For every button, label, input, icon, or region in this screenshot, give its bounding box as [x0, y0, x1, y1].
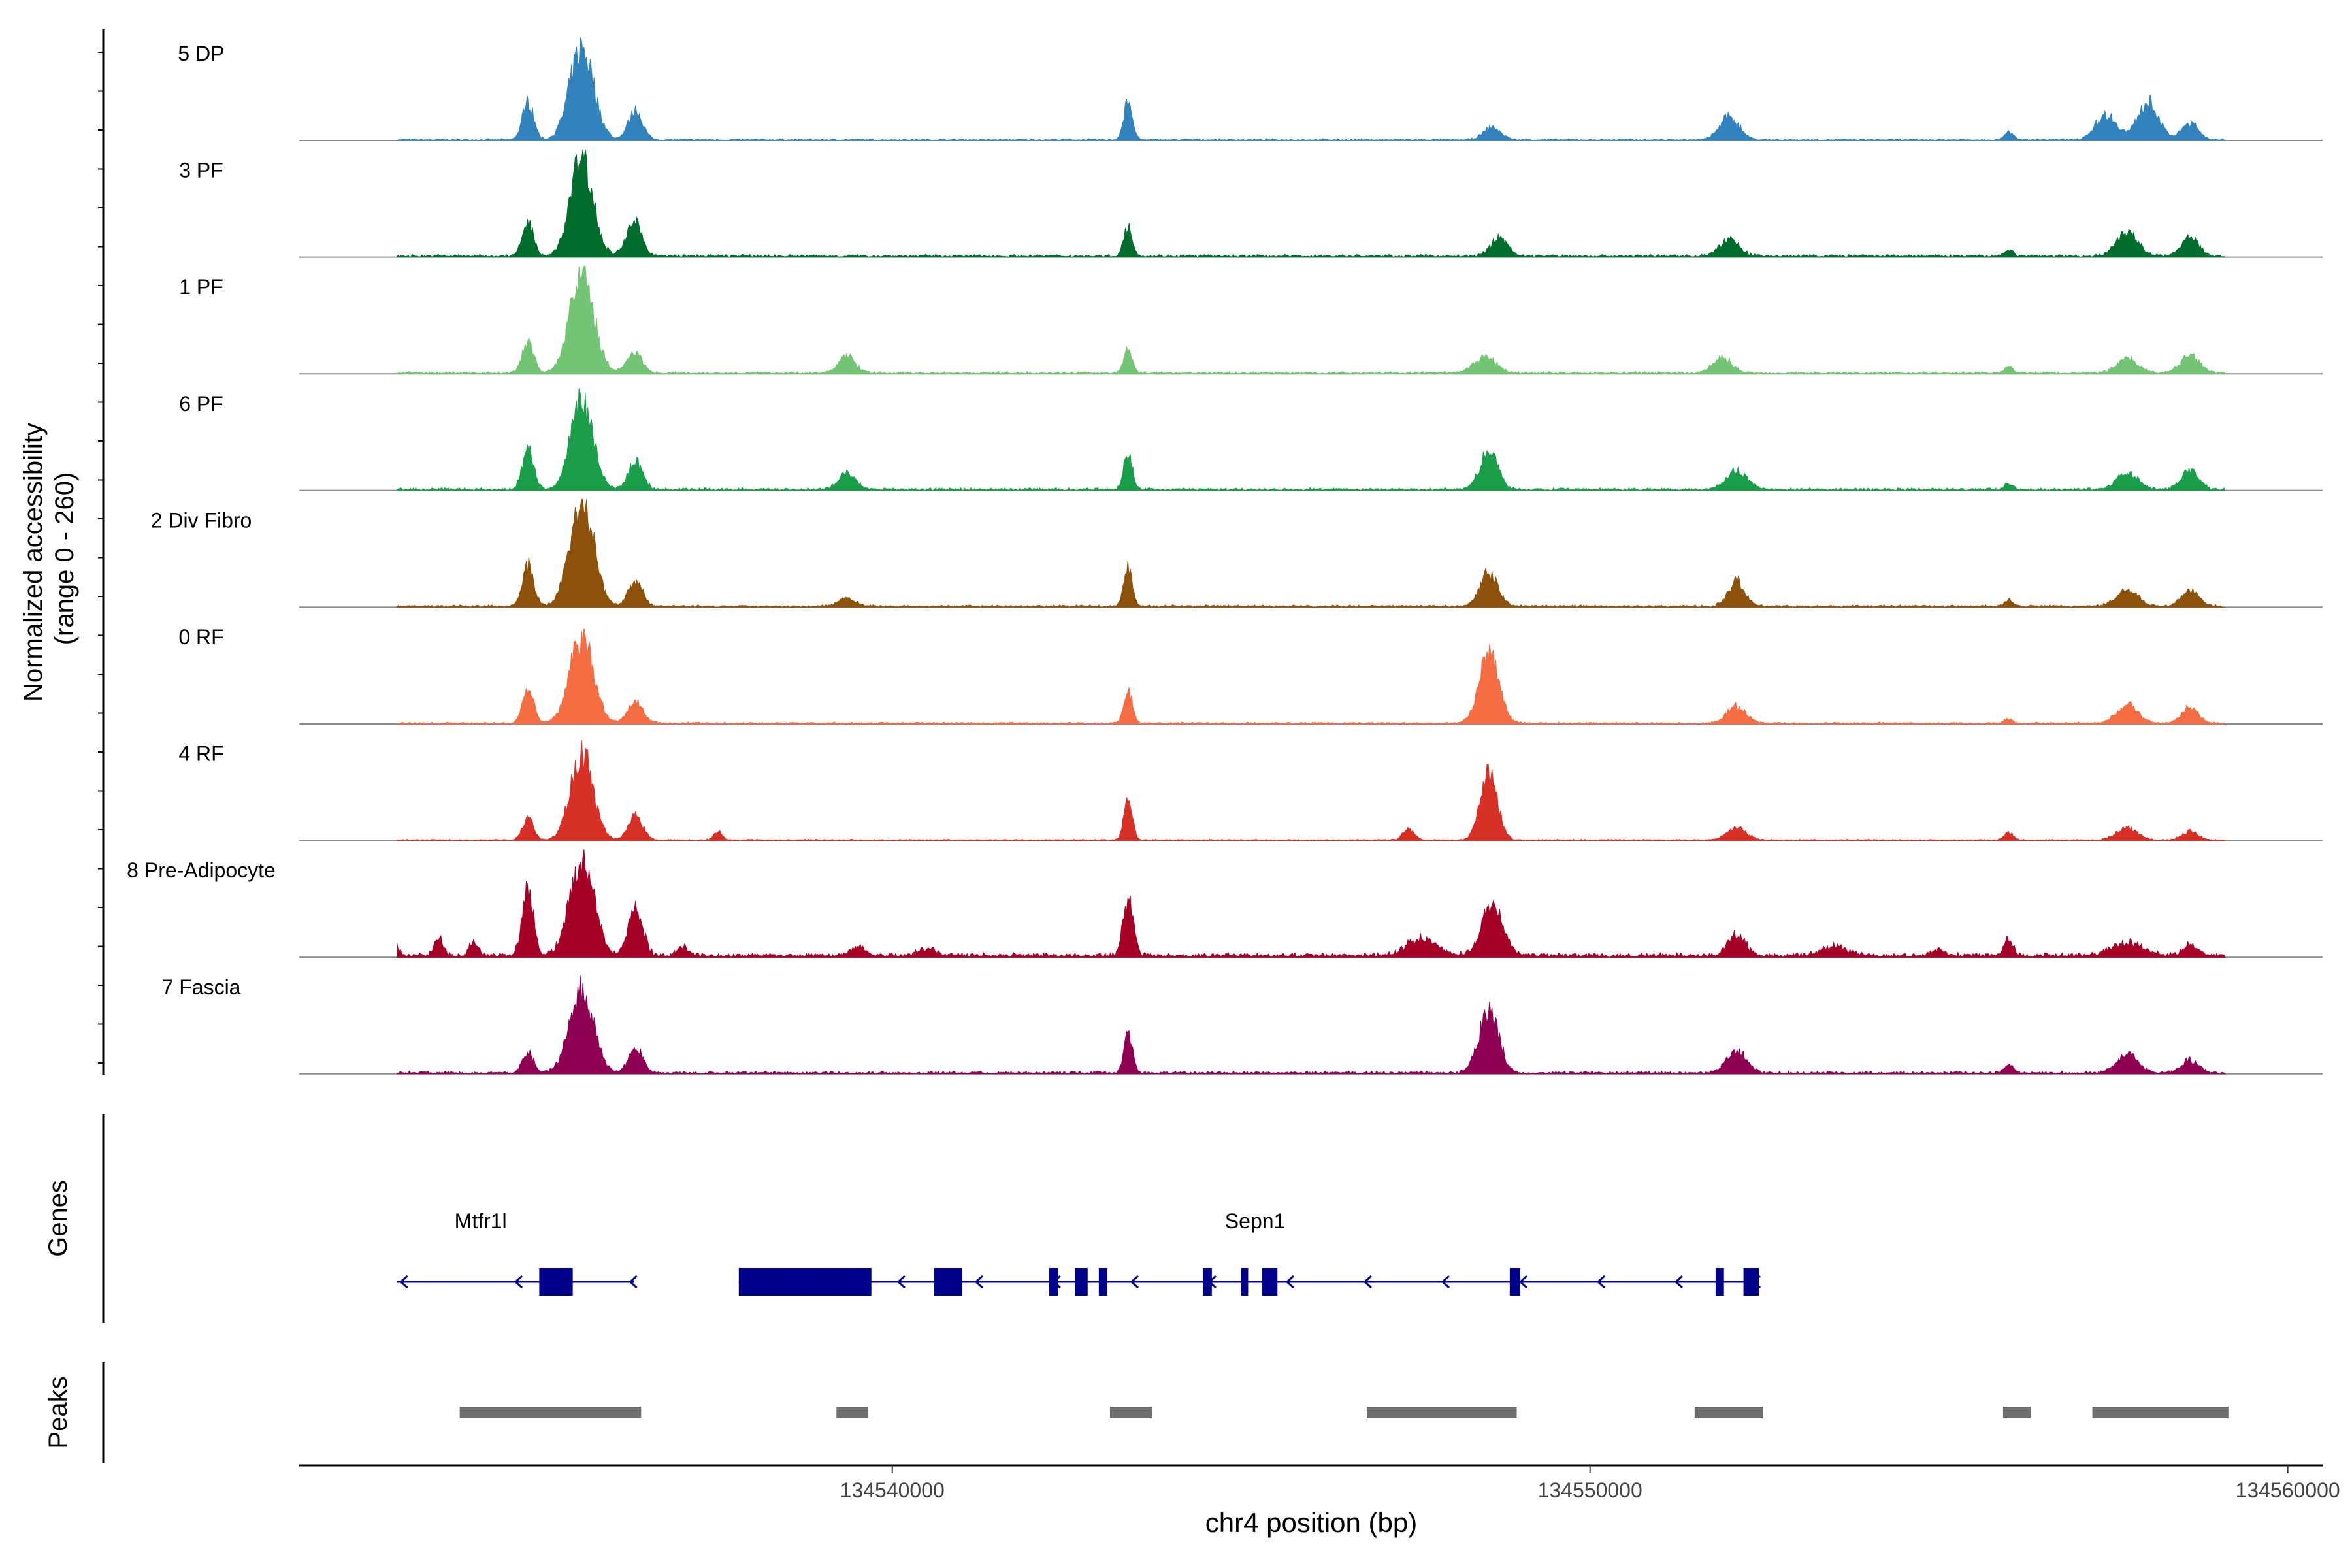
peak-region [459, 1407, 642, 1418]
genes-axis-title: Genes [44, 1180, 73, 1257]
exon [1241, 1268, 1249, 1296]
exon [738, 1268, 872, 1296]
coverage-area [397, 388, 2226, 491]
track-4-rf: 4 RF [178, 740, 2323, 841]
strand-arrow [1130, 1275, 1139, 1289]
strand-arrow [1285, 1275, 1294, 1289]
peak-annotation-track [102, 1362, 2229, 1463]
coverage-area [397, 975, 2226, 1075]
y-axis-title: Normalized accessibility (range 0 - 260) [19, 416, 79, 702]
peak-region [2002, 1407, 2031, 1418]
track-6-pf: 6 PF [179, 388, 2323, 491]
track-7-fascia: 7 Fascia [162, 975, 2323, 1075]
track-1-pf: 1 PF [179, 265, 2323, 375]
exon [1509, 1268, 1520, 1296]
strand-arrow [1518, 1275, 1527, 1289]
track-2-div-fibro: 2 Div Fibro [151, 498, 2323, 608]
strand-arrow [1674, 1275, 1683, 1289]
track-label: 3 PF [179, 159, 223, 182]
track-3-pf: 3 PF [179, 149, 2323, 258]
x-tick-label: 134540000 [840, 1478, 945, 1502]
strand-arrow [974, 1275, 983, 1289]
gene-label: Mtfr1l [455, 1209, 507, 1233]
strand-arrow [1363, 1275, 1372, 1289]
coverage-area [397, 849, 2226, 958]
strand-arrow [399, 1275, 408, 1289]
strand-arrow [514, 1275, 523, 1289]
track-label: 1 PF [179, 275, 223, 299]
peaks-axis-title: Peaks [44, 1376, 73, 1448]
x-axis: 134540000 134550000 134560000 [299, 1464, 2340, 1502]
exon [1202, 1268, 1212, 1296]
gene-annotation-track: Mtfr1l Sepn1 [102, 1114, 1761, 1323]
exon [1715, 1268, 1724, 1296]
peak-region [836, 1407, 868, 1418]
exon [1743, 1268, 1759, 1296]
gene-mtfr1l: Mtfr1l [397, 1209, 638, 1296]
track-label: 0 RF [178, 625, 223, 649]
coverage-tracks: 5 DP 3 PF 1 PF 6 PF 2 Div Fibro 0 RF 4 RF 8 Pre… [98, 29, 2323, 1075]
exon [1262, 1268, 1278, 1296]
track-8-pre-adipocyte: 8 Pre-Adipocyte [127, 849, 2323, 958]
exon [934, 1268, 962, 1296]
coverage-area [397, 740, 2225, 841]
track-label: 6 PF [179, 392, 223, 416]
track-label: 8 Pre-Adipocyte [127, 858, 276, 882]
strand-arrow [1441, 1275, 1450, 1289]
peak-region [1694, 1407, 1763, 1418]
strand-arrow [896, 1275, 906, 1289]
peak-region [1366, 1407, 1517, 1418]
track-label: 7 Fascia [162, 975, 241, 999]
x-tick-label: 134560000 [2236, 1478, 2340, 1502]
track-label: 4 RF [178, 742, 223, 766]
gene-sepn1: Sepn1 [738, 1209, 1761, 1296]
coverage-area [397, 37, 2226, 141]
track-0-rf: 0 RF [178, 625, 2323, 725]
track-label: 5 DP [178, 42, 224, 65]
coverage-area [397, 265, 2226, 375]
track-label: 2 Div Fibro [151, 508, 252, 532]
x-axis-title: chr4 position (bp) [1205, 1507, 1418, 1538]
track-5-dp: 5 DP [178, 37, 2323, 141]
strand-arrow [629, 1275, 638, 1289]
exon [539, 1268, 573, 1296]
coverage-area [397, 628, 2226, 725]
x-tick-label: 134550000 [1538, 1478, 1642, 1502]
strand-arrow [1596, 1275, 1605, 1289]
coverage-area [397, 149, 2227, 258]
peak-region [1109, 1407, 1152, 1418]
gene-label: Sepn1 [1225, 1209, 1286, 1233]
exon [1075, 1268, 1088, 1296]
y-axis-title-line-2: (range 0 - 260) [50, 472, 79, 645]
peak-region [2092, 1407, 2229, 1418]
exon [1098, 1268, 1107, 1296]
y-axis-title-line-1: Normalized accessibility [19, 423, 48, 702]
exon [1049, 1268, 1058, 1296]
coverage-area [396, 498, 2225, 608]
